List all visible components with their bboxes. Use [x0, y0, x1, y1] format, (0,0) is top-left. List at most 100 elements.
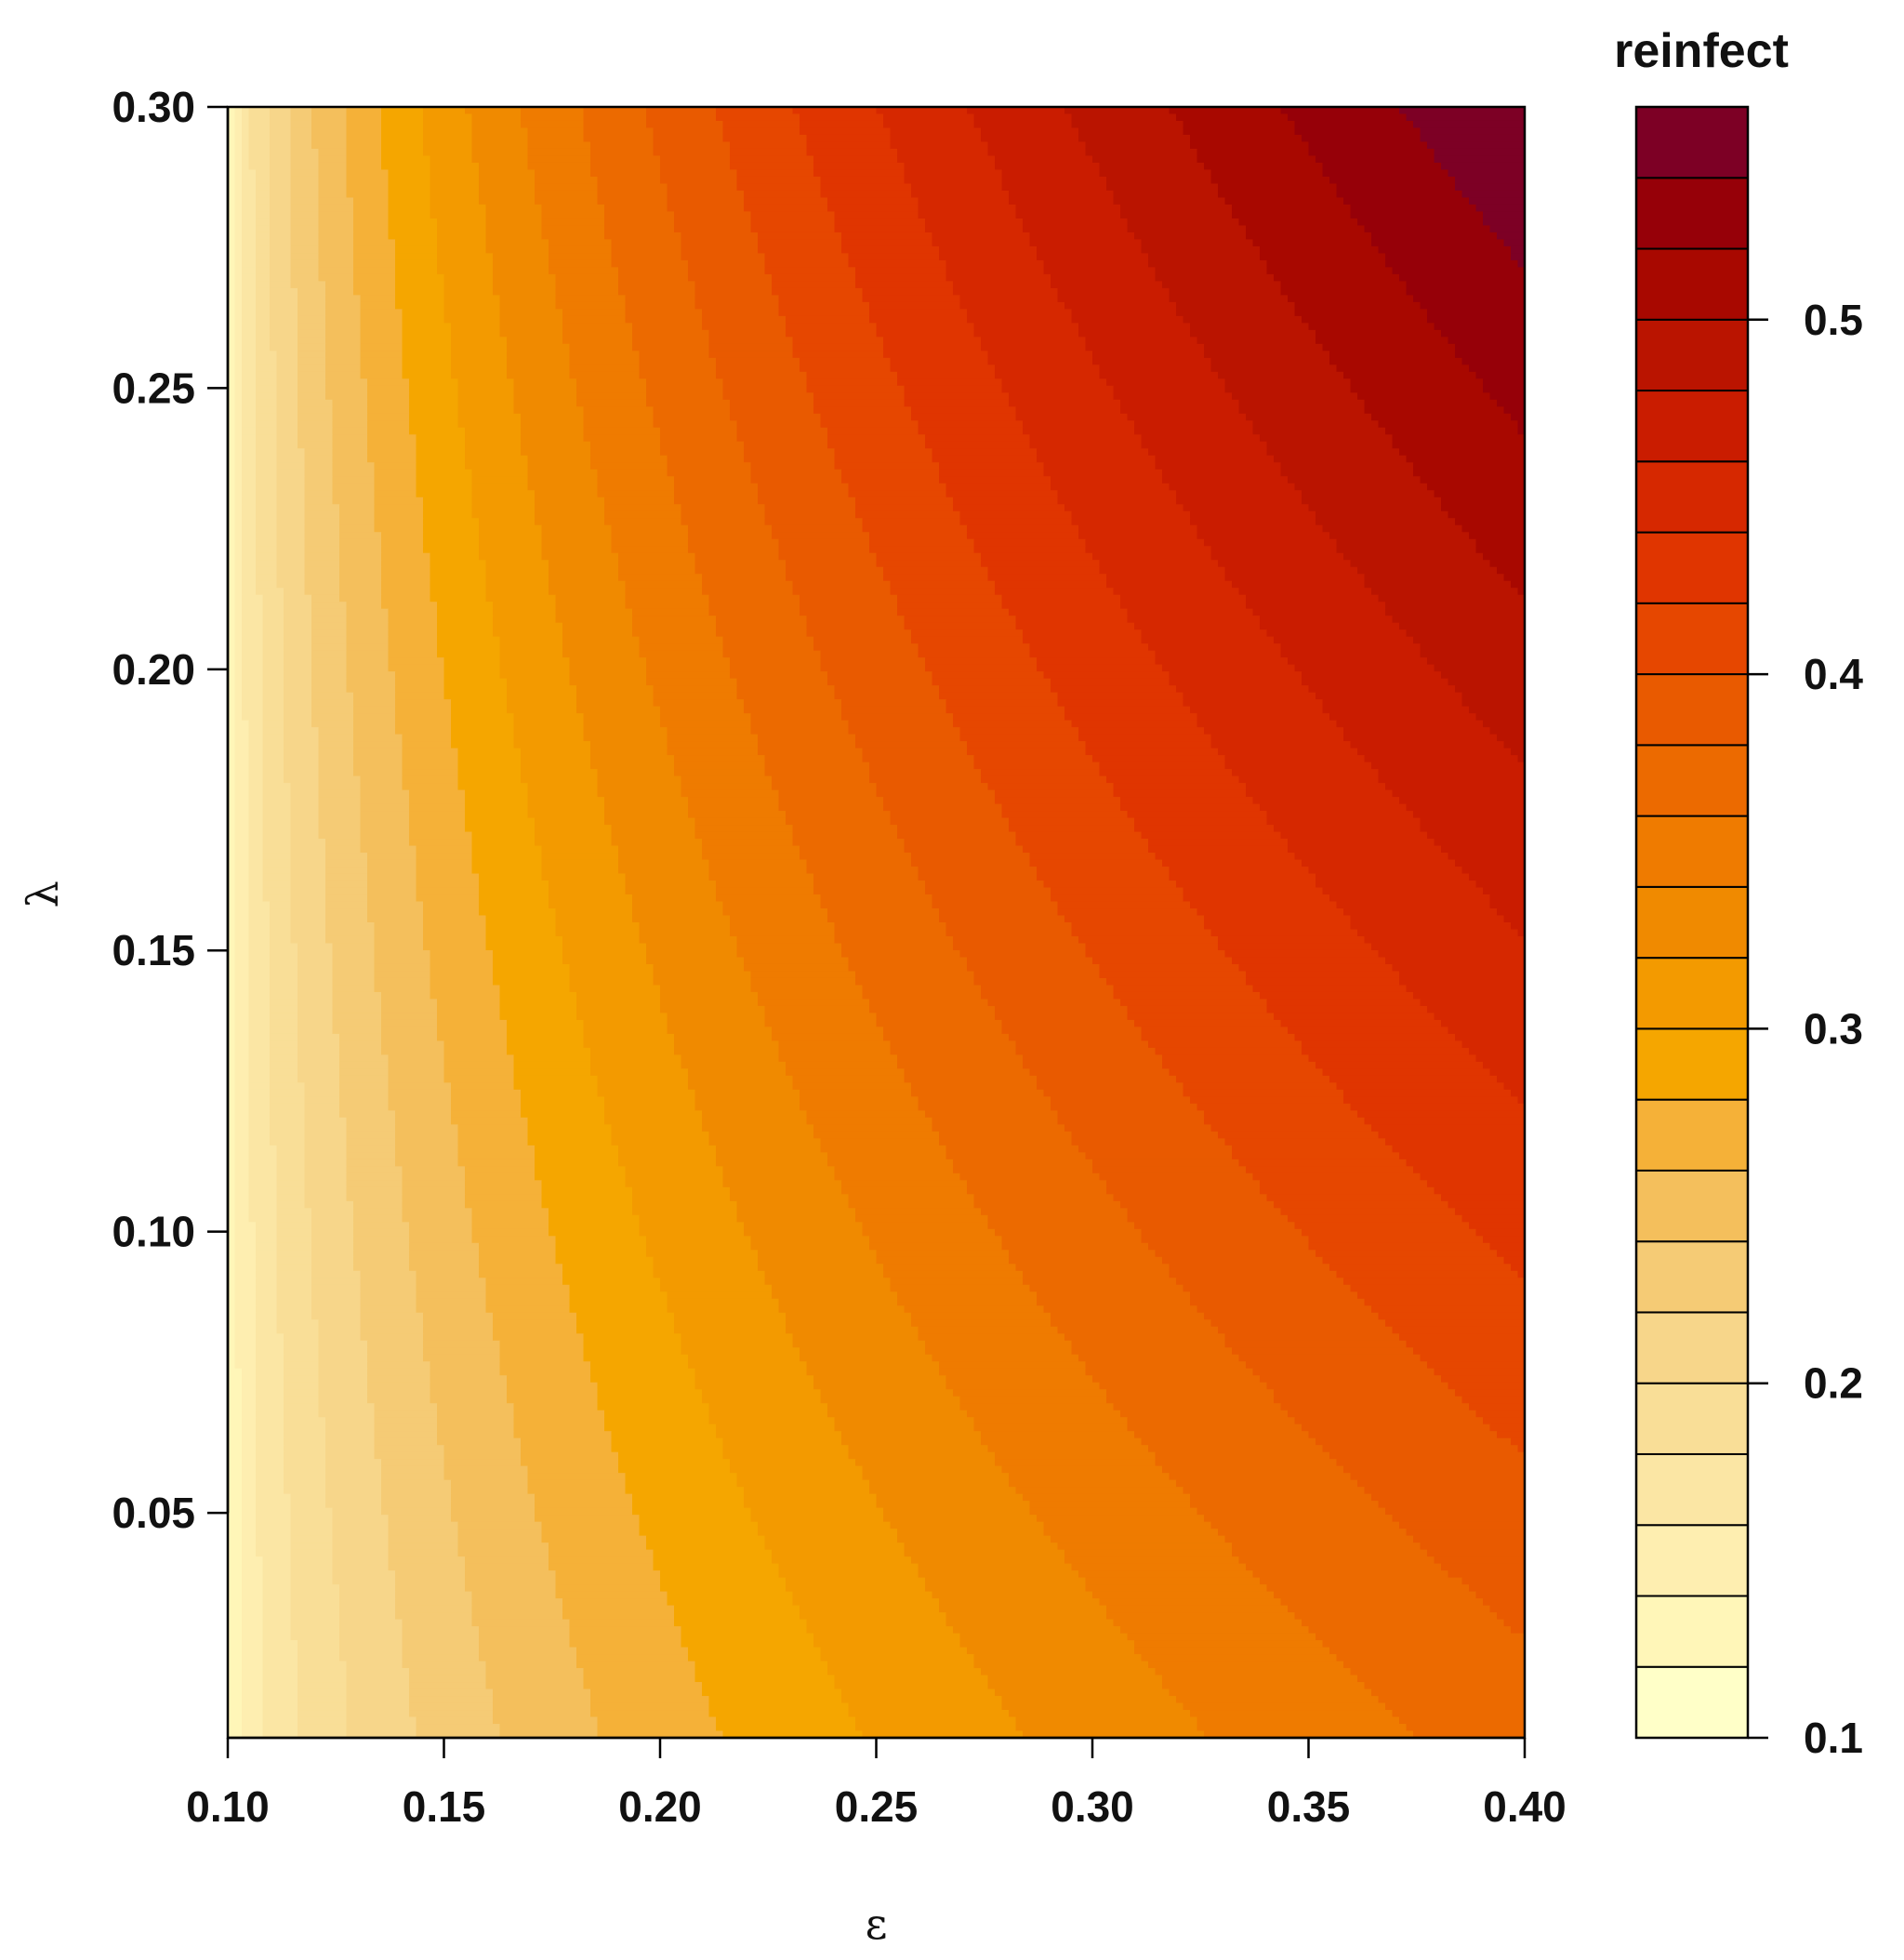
contour-band-cell — [234, 1264, 257, 1272]
contour-band-cell — [590, 448, 661, 457]
contour-band-cell — [1489, 894, 1525, 903]
contour-band-cell — [925, 1577, 1087, 1585]
contour-band-cell — [290, 935, 326, 945]
contour-band-cell — [932, 1354, 1079, 1362]
contour-band-cell — [395, 301, 445, 310]
contour-band-cell — [1434, 839, 1525, 847]
contour-band-cell — [925, 1340, 1073, 1348]
contour-band-cell — [381, 552, 431, 561]
contour-band-cell — [479, 901, 549, 909]
contour-band-cell — [583, 1033, 675, 1042]
contour-band-cell — [256, 497, 278, 505]
contour-band-cell — [1057, 1117, 1205, 1125]
contour-band-cell — [1029, 1507, 1198, 1516]
contour-band-cell — [576, 392, 647, 401]
contour-band-cell — [639, 1515, 752, 1523]
contour-band-cell — [311, 1228, 354, 1237]
contour-band-cell — [234, 1194, 250, 1202]
contour-band-cell — [939, 1138, 1073, 1146]
contour-band-cell — [618, 1145, 717, 1153]
contour-band-cell — [256, 546, 278, 554]
contour-band-cell — [471, 127, 529, 136]
contour-band-cell — [555, 1236, 647, 1244]
contour-band-cell — [772, 1033, 884, 1042]
contour-band-cell — [1343, 1096, 1519, 1105]
contour-band-cell — [653, 420, 738, 429]
contour-band-cell — [869, 999, 989, 1007]
contour-band-cell — [402, 1619, 473, 1627]
contour-band-cell — [228, 1689, 243, 1697]
contour-band-cell — [242, 546, 257, 554]
contour-band-cell — [262, 831, 292, 840]
contour-band-cell — [234, 629, 243, 638]
contour-band-cell — [346, 1131, 396, 1139]
contour-band-cell — [290, 1619, 340, 1627]
contour-band-cell — [674, 1326, 787, 1334]
contour-band-cell — [1343, 197, 1470, 205]
contour-band-cell — [248, 761, 264, 770]
contour-band-cell — [1302, 497, 1442, 505]
contour-band-cell — [228, 845, 236, 854]
contour-band-cell — [890, 580, 996, 589]
contour-band-cell — [1127, 1424, 1302, 1432]
contour-band-cell — [256, 1354, 284, 1362]
contour-band-cell — [513, 385, 577, 393]
contour-band-cell — [1232, 957, 1386, 965]
contour-band-cell — [339, 1068, 390, 1077]
contour-band-cell — [569, 678, 647, 686]
contour-band-cell — [402, 1172, 466, 1181]
contour-band-cell — [228, 204, 236, 213]
contour-band-cell — [876, 1256, 1010, 1265]
contour-band-cell — [702, 588, 794, 596]
contour-band-cell — [430, 155, 473, 164]
contour-band-cell — [688, 1354, 800, 1362]
contour-band-cell — [479, 1640, 571, 1649]
contour-band-cell — [234, 887, 250, 895]
contour-band-cell — [284, 1445, 326, 1453]
contour-band-cell — [256, 1431, 284, 1439]
contour-band-cell — [527, 789, 599, 798]
contour-band-cell — [346, 1696, 410, 1704]
contour-band-cell — [660, 991, 759, 1000]
contour-band-cell — [1232, 204, 1352, 213]
contour-band-cell — [499, 999, 577, 1007]
contour-band-cell — [471, 1605, 563, 1613]
contour-band-cell — [764, 1270, 884, 1278]
legend-swatch — [1635, 1240, 1749, 1314]
contour-band-cell — [855, 977, 975, 987]
contour-band-cell — [555, 1591, 668, 1599]
contour-band-cell — [395, 1131, 459, 1139]
contour-band-cell — [513, 734, 585, 742]
contour-band-cell — [298, 343, 326, 351]
contour-band-cell — [848, 253, 940, 261]
contour-band-cell — [248, 1103, 271, 1111]
contour-band-cell — [618, 859, 710, 867]
contour-band-cell — [304, 574, 340, 582]
contour-band-cell — [256, 1278, 278, 1286]
contour-band-cell — [1378, 245, 1512, 255]
contour-band-cell — [270, 169, 292, 178]
contour-band-cell — [234, 580, 243, 589]
contour-band-cell — [248, 1124, 271, 1132]
contour-band-cell — [897, 1054, 1024, 1063]
contour-band-cell — [298, 1061, 340, 1070]
contour-band-cell — [332, 991, 382, 1000]
contour-band-cell — [541, 845, 619, 854]
contour-band-cell — [987, 574, 1107, 582]
contour-band-cell — [228, 881, 236, 889]
contour-band-cell — [248, 1054, 271, 1063]
contour-band-cell — [228, 1598, 243, 1607]
contour-band-cell — [248, 1089, 271, 1097]
contour-band-cell — [242, 1515, 257, 1523]
contour-band-cell — [256, 1479, 284, 1488]
contour-band-cell — [792, 831, 898, 840]
contour-band-cell — [298, 309, 326, 317]
legend-swatch — [1635, 177, 1749, 250]
contour-band-cell — [786, 1068, 906, 1077]
contour-band-cell — [471, 148, 529, 157]
legend-swatch — [1635, 1665, 1749, 1740]
contour-band-cell — [228, 643, 236, 652]
contour-band-cell — [562, 943, 647, 951]
contour-band-cell — [430, 1368, 501, 1376]
contour-band-cell — [234, 741, 250, 749]
